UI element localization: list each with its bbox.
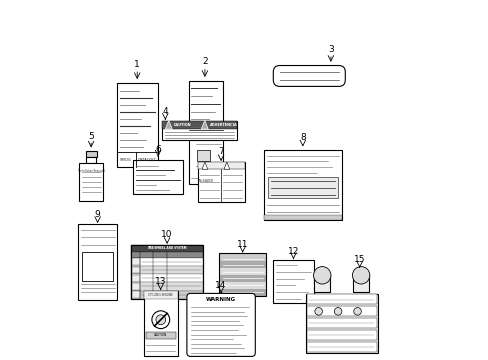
Bar (264, 150, 341, 220)
Text: CAUTION: CAUTION (154, 333, 167, 337)
Bar (131, 252, 203, 258)
Circle shape (156, 315, 165, 325)
Bar (219, 289, 265, 296)
Text: TIRE/WHEEL AND SYSTEM: TIRE/WHEEL AND SYSTEM (147, 246, 186, 250)
Text: 9: 9 (95, 210, 101, 219)
Bar (131, 266, 203, 274)
Bar (188, 81, 223, 184)
Bar (81, 252, 113, 281)
Text: 1: 1 (134, 60, 140, 69)
Bar (131, 245, 203, 299)
Bar (85, 151, 97, 157)
Bar (131, 245, 203, 252)
Text: 13: 13 (155, 277, 166, 286)
Bar (306, 306, 376, 316)
Text: ADVERTENCIA: ADVERTENCIA (209, 123, 237, 127)
Bar (117, 83, 158, 167)
Circle shape (313, 267, 330, 284)
Bar (197, 162, 244, 169)
Bar (131, 274, 203, 282)
Bar (133, 160, 183, 194)
Bar (132, 291, 140, 298)
Bar (132, 267, 140, 274)
Bar (305, 294, 377, 353)
Text: 6: 6 (155, 145, 161, 154)
Circle shape (334, 307, 341, 315)
Polygon shape (165, 121, 172, 129)
Text: 4: 4 (162, 107, 168, 116)
Text: SMOG: SMOG (120, 158, 131, 162)
Bar (219, 253, 265, 261)
Circle shape (353, 307, 361, 315)
Circle shape (210, 149, 215, 155)
Bar (219, 282, 265, 289)
Bar (219, 261, 265, 267)
Circle shape (152, 311, 169, 329)
Bar (132, 258, 140, 265)
Text: CAUTION: CAUTION (173, 123, 191, 127)
FancyBboxPatch shape (186, 293, 255, 356)
Text: WARNING: WARNING (205, 297, 236, 302)
Bar (219, 267, 265, 275)
Text: 10: 10 (161, 230, 172, 239)
Bar (306, 342, 376, 352)
Circle shape (314, 307, 322, 315)
Text: Tire Inflation Required: Tire Inflation Required (77, 168, 105, 173)
Circle shape (352, 267, 369, 284)
Bar (352, 275, 368, 292)
Bar (79, 163, 103, 201)
Text: CATALYST: CATALYST (137, 158, 156, 162)
Bar (162, 121, 237, 129)
Bar (143, 291, 178, 299)
Text: CYCLING ENGINE: CYCLING ENGINE (148, 293, 173, 297)
Bar (131, 258, 203, 266)
Bar (219, 275, 265, 282)
Bar (132, 275, 140, 282)
Bar (132, 283, 140, 290)
Text: 12: 12 (287, 247, 299, 256)
Bar (131, 291, 203, 299)
Bar (267, 177, 337, 198)
Polygon shape (201, 121, 208, 129)
Bar (196, 150, 210, 161)
Bar (314, 275, 329, 292)
Bar (162, 121, 237, 140)
Text: UNLEADED: UNLEADED (197, 179, 213, 183)
Text: 5: 5 (88, 132, 94, 141)
Polygon shape (202, 162, 207, 169)
Bar (306, 294, 376, 304)
Bar (145, 332, 176, 339)
Text: 7: 7 (218, 148, 224, 157)
Polygon shape (224, 162, 229, 169)
Text: 2: 2 (202, 58, 207, 67)
Bar (306, 318, 376, 328)
Text: 14: 14 (215, 281, 226, 289)
Bar (131, 245, 203, 299)
Bar (273, 260, 313, 303)
Bar (143, 291, 178, 356)
Text: 8: 8 (299, 133, 305, 142)
Text: 11: 11 (237, 240, 248, 248)
Circle shape (206, 145, 219, 158)
Bar (78, 224, 117, 300)
Bar (131, 282, 203, 291)
Bar (86, 157, 96, 163)
Bar (264, 215, 341, 220)
Bar (197, 162, 244, 202)
Bar (306, 330, 376, 340)
Text: 15: 15 (353, 256, 365, 264)
Bar (219, 253, 265, 296)
Text: 3: 3 (327, 45, 333, 54)
FancyBboxPatch shape (273, 66, 345, 86)
